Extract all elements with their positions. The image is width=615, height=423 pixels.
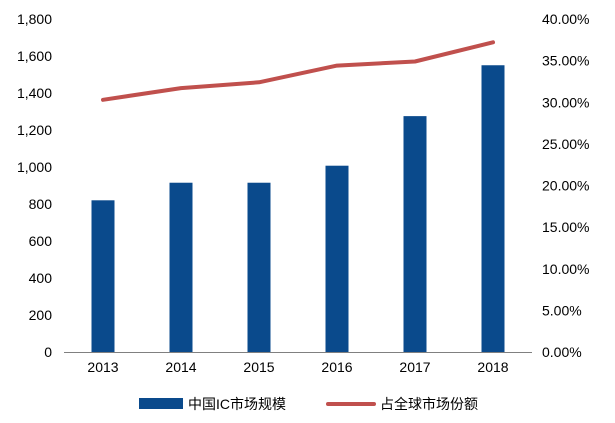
bar-2018 xyxy=(482,65,505,352)
left-axis-tick-label: 1,800 xyxy=(17,11,52,27)
right-axis-tick-label: 0.00% xyxy=(542,344,582,360)
x-axis-tick-label: 2014 xyxy=(165,359,196,375)
bar-2014 xyxy=(170,183,193,352)
x-axis-tick-label: 2016 xyxy=(321,359,352,375)
left-axis-tick-label: 0 xyxy=(44,344,52,360)
right-axis-tick-label: 5.00% xyxy=(542,302,582,318)
left-axis-tick-label: 600 xyxy=(29,233,53,249)
left-axis-tick-label: 800 xyxy=(29,196,53,212)
x-axis-tick-label: 2017 xyxy=(399,359,430,375)
legend-bar-swatch xyxy=(139,398,183,409)
right-axis-tick-label: 25.00% xyxy=(542,136,589,152)
right-axis-tick-label: 30.00% xyxy=(542,94,589,110)
right-axis-tick-label: 10.00% xyxy=(542,261,589,277)
right-axis-tick-label: 35.00% xyxy=(542,53,589,69)
legend-bar-label: 中国IC市场规模 xyxy=(188,396,286,412)
bar-2015 xyxy=(248,183,271,352)
right-axis-tick-label: 40.00% xyxy=(542,11,589,27)
legend-line-label: 占全球市场份额 xyxy=(380,396,478,412)
share-line xyxy=(103,42,493,100)
left-axis-tick-labels: 0 200 400 600 800 1,000 1,200 1,400 1,600 1,800 xyxy=(17,11,52,360)
line-series xyxy=(103,42,493,100)
right-axis-tick-labels: 0.00% 5.00% 10.00% 15.00% 20.00% 25.00% 30.00%… xyxy=(542,11,589,360)
x-axis-tick-label: 2018 xyxy=(477,359,508,375)
x-axis-tick-labels: 2013 2014 2015 2016 2017 2018 xyxy=(87,359,508,375)
left-axis-tick-label: 400 xyxy=(29,270,53,286)
bar-2017 xyxy=(404,116,427,352)
left-axis-tick-label: 1,400 xyxy=(17,85,52,101)
left-axis-tick-label: 1,000 xyxy=(17,159,52,175)
bar-2016 xyxy=(326,166,349,352)
bar-2013 xyxy=(92,200,115,352)
bar-series xyxy=(92,65,505,352)
legend: 中国IC市场规模 占全球市场份额 xyxy=(139,396,478,412)
right-axis-tick-label: 20.00% xyxy=(542,178,589,194)
right-axis-tick-label: 15.00% xyxy=(542,219,589,235)
left-axis-tick-label: 200 xyxy=(29,307,53,323)
x-axis-tick-label: 2015 xyxy=(243,359,274,375)
left-axis-tick-label: 1,600 xyxy=(17,48,52,64)
left-axis-tick-label: 1,200 xyxy=(17,122,52,138)
x-axis-tick-label: 2013 xyxy=(87,359,118,375)
